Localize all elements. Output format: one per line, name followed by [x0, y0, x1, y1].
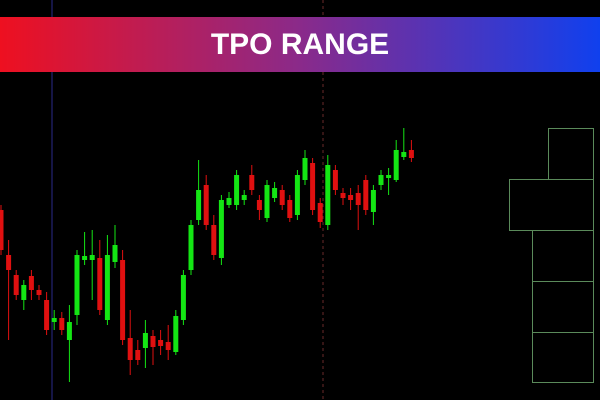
- candle-body: [393, 150, 399, 180]
- candle-body: [325, 165, 331, 225]
- candle-body: [104, 255, 110, 320]
- candle-body: [165, 342, 171, 350]
- candle-body: [363, 180, 369, 210]
- candle-body: [21, 285, 27, 300]
- candle-body: [355, 193, 361, 205]
- candle-body: [120, 260, 126, 340]
- candle-body: [6, 255, 12, 270]
- candle-body: [142, 333, 148, 348]
- candle-body: [241, 195, 247, 200]
- candle-body: [158, 340, 164, 346]
- candle-body: [317, 203, 323, 222]
- candle-body: [180, 275, 186, 320]
- candle-body: [173, 316, 179, 352]
- candles: [0, 128, 414, 382]
- tpo-block: [532, 332, 594, 383]
- candle-body: [28, 276, 34, 290]
- candle-body: [279, 190, 285, 205]
- candle-body: [150, 336, 156, 347]
- candle-body: [249, 175, 255, 190]
- candle-body: [36, 290, 42, 295]
- candle-body: [287, 200, 293, 218]
- candle-body: [256, 200, 262, 210]
- candle-body: [294, 175, 300, 215]
- candle-body: [51, 318, 57, 322]
- candle-body: [0, 210, 4, 250]
- candle-body: [408, 150, 414, 158]
- candle-body: [196, 190, 202, 220]
- candle-body: [332, 170, 338, 190]
- candle-body: [211, 225, 217, 255]
- chart-title: TPO RANGE: [211, 28, 389, 61]
- candle-body: [348, 195, 354, 200]
- candle-body: [302, 158, 308, 180]
- candle-body: [203, 185, 209, 225]
- candle-body: [386, 175, 392, 178]
- candle-body: [234, 175, 240, 205]
- candle-body: [82, 256, 88, 260]
- candle-body: [112, 245, 118, 262]
- candle-body: [135, 350, 141, 360]
- candle-body: [264, 185, 270, 218]
- candle-body: [89, 255, 95, 260]
- candle-body: [310, 163, 316, 210]
- candle-body: [370, 190, 376, 212]
- candle-body: [74, 255, 80, 315]
- title-banner: [0, 17, 600, 72]
- candle-body: [340, 193, 346, 198]
- candle-body: [226, 198, 232, 205]
- candle-body: [188, 225, 194, 270]
- tpo-profile: [509, 128, 594, 383]
- candle-body: [127, 338, 133, 360]
- candle-body: [13, 275, 19, 295]
- candle-body: [378, 175, 384, 185]
- candle-body: [218, 200, 224, 258]
- candle-body: [59, 318, 65, 330]
- candle-body: [66, 322, 72, 340]
- candle-body: [401, 152, 407, 157]
- candle-body: [44, 300, 50, 330]
- candle-body: [97, 258, 103, 310]
- candle-body: [272, 188, 278, 198]
